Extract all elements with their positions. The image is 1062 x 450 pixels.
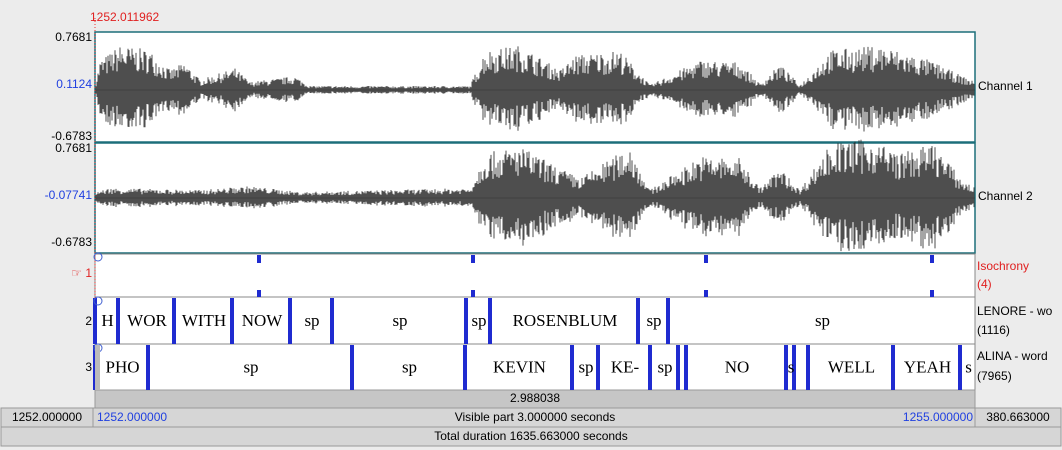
interval-label: PHO [105, 357, 139, 376]
interval-label: sp [392, 311, 407, 330]
channel-min: -0.6783 [51, 235, 92, 249]
selection-duration: 2.988038 [510, 391, 560, 405]
interval-boundary [684, 345, 688, 390]
channel-max: 0.7681 [55, 30, 92, 44]
tier-name: Isochrony [977, 259, 1029, 273]
interval-boundary [116, 298, 120, 344]
interval-boundary [648, 345, 652, 390]
interval-boundary [93, 298, 97, 344]
tier-number[interactable]: 2 [85, 314, 92, 328]
channel-min: -0.6783 [51, 129, 92, 143]
interval-boundary [230, 298, 234, 344]
channel-max: 0.7681 [55, 141, 92, 155]
point-marker [704, 290, 708, 297]
interval-label: NOW [242, 311, 284, 330]
interval-label: YEAH [904, 357, 951, 376]
interval-boundary [330, 298, 334, 344]
channel-mid: 0.1124 [56, 77, 92, 91]
tier-name: LENORE - wo [977, 304, 1053, 318]
cursor-time: 1252.011962 [90, 10, 160, 24]
boundary-handle [93, 296, 103, 306]
tiers-panel [94, 253, 976, 391]
window-left-total: 1252.000000 [12, 410, 82, 424]
interval-label: sp [243, 357, 258, 376]
point-marker [471, 290, 475, 297]
total-duration: Total duration 1635.663000 seconds [434, 429, 627, 443]
interval-label: H [101, 311, 113, 330]
point-marker [257, 255, 261, 263]
point-marker [257, 290, 261, 297]
interval-boundary [792, 345, 796, 390]
interval-label: sp [646, 311, 661, 330]
interval-boundary [488, 298, 492, 344]
interval-boundary [570, 345, 574, 390]
channel-name: Channel 1 [978, 79, 1033, 93]
interval-label: KE- [611, 357, 640, 376]
interval-boundary [666, 298, 670, 344]
tier-name: ALINA - word [977, 349, 1048, 363]
interval-label: sp [815, 311, 830, 330]
point-marker [930, 290, 934, 297]
interval-boundary [464, 298, 468, 344]
interval-label: s [788, 357, 795, 376]
interval-label: s [965, 357, 972, 376]
channel-name: Channel 2 [978, 189, 1033, 203]
interval-label: ROSENBLUM [513, 311, 618, 330]
interval-boundary [958, 345, 962, 390]
window-end: 1255.000000 [903, 410, 973, 424]
cursor-region [95, 345, 100, 390]
interval-label: WELL [828, 357, 875, 376]
interval-boundary [891, 345, 895, 390]
interval-boundary [806, 345, 810, 390]
interval-boundary [596, 345, 600, 390]
interval-boundary [676, 345, 680, 390]
interval-label: sp [304, 311, 319, 330]
boundary-handle [93, 252, 103, 262]
tier-count: (7965) [977, 369, 1012, 383]
interval-label: WOR [127, 311, 167, 330]
interval-label: KEVIN [493, 357, 546, 376]
interval-label: sp [402, 357, 417, 376]
visible-part: Visible part 3.000000 seconds [455, 410, 616, 424]
point-marker [471, 255, 475, 263]
interval-boundary [288, 298, 292, 344]
interval-boundary [146, 345, 150, 390]
tier-number[interactable]: 3 [85, 360, 92, 374]
interval-boundary [463, 345, 467, 390]
point-marker [930, 255, 934, 263]
interval-label: WITH [182, 311, 226, 330]
interval-label: sp [657, 357, 672, 376]
interval-boundary [784, 345, 788, 390]
window-start: 1252.000000 [97, 410, 167, 424]
total-cell[interactable] [0, 426, 1062, 447]
point-marker [704, 255, 708, 263]
tier-count: (1116) [977, 323, 1010, 337]
interval-boundary [172, 298, 176, 344]
interval-boundary [350, 345, 354, 390]
tier-count: (4) [977, 277, 992, 291]
interval-label: sp [471, 311, 486, 330]
window-right-total: 380.663000 [986, 410, 1050, 424]
interval-label: NO [725, 357, 750, 376]
interval-label: sp [578, 357, 593, 376]
channel-mid: -0.07741 [45, 188, 93, 202]
interval-boundary [636, 298, 640, 344]
tier-number[interactable]: ☞ 1 [71, 266, 92, 280]
